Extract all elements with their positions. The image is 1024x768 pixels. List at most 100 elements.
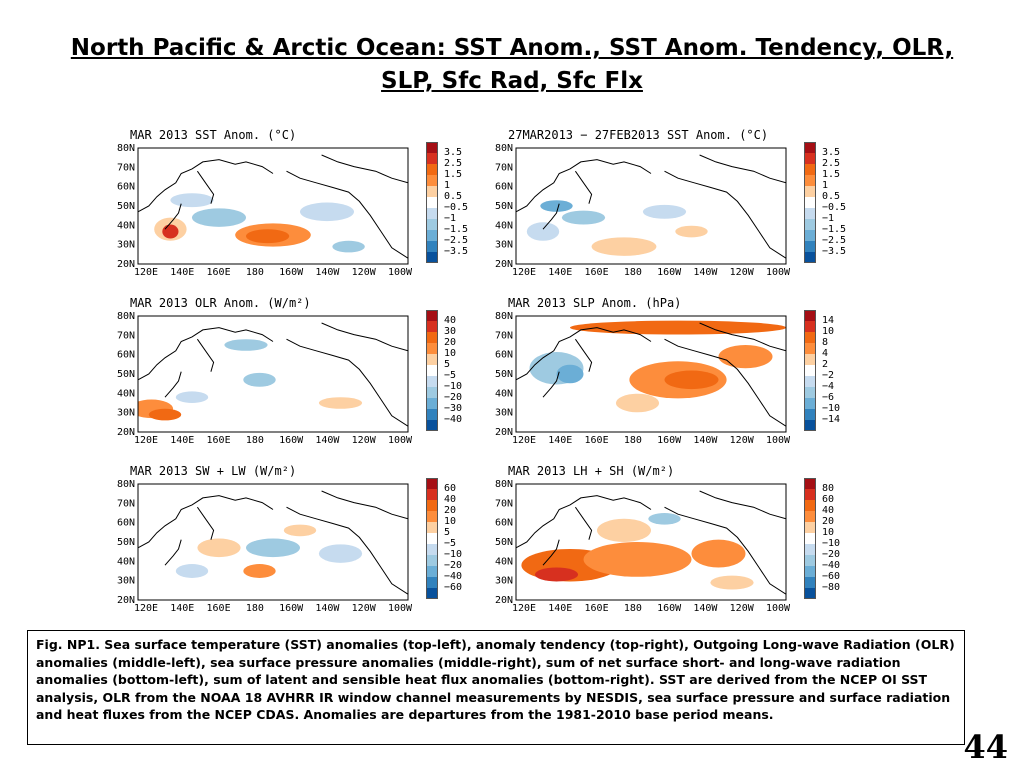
latitude-label: 70N: [117, 330, 135, 341]
longitude-label: 120E: [512, 267, 536, 278]
latitude-label: 20N: [495, 259, 513, 270]
longitude-label: 160W: [279, 267, 304, 278]
colorbar-label: 1: [822, 180, 829, 191]
longitude-label: 100W: [388, 603, 413, 614]
latitude-label: 30N: [117, 240, 135, 251]
longitude-label: 160W: [657, 603, 682, 614]
longitude-label: 140W: [315, 603, 340, 614]
colorbar-label: −1.5: [822, 224, 847, 235]
latitude-label: 60N: [495, 518, 513, 529]
colorbar-outline: [426, 478, 438, 599]
anomaly-shading: [615, 393, 660, 413]
anomaly-shading: [675, 225, 708, 238]
colorbar-label: 40: [444, 315, 457, 326]
longitude-label: 140W: [693, 267, 718, 278]
colorbar-swatch: [804, 332, 816, 343]
colorbar-swatch: [804, 208, 816, 219]
colorbar-label: −60: [444, 582, 463, 593]
colorbar-swatch: [426, 533, 438, 544]
panel-title: MAR 2013 SST Anom. (°C): [130, 128, 297, 142]
map-frame: [137, 483, 409, 601]
colorbar-label: 1.5: [822, 169, 841, 180]
coastline: [542, 203, 560, 230]
longitude-label: 180: [624, 267, 642, 278]
coastline: [164, 371, 182, 398]
colorbar-label: −10: [822, 538, 841, 549]
colorbar-label: 60: [822, 494, 835, 505]
latitude-label: 20N: [117, 595, 135, 606]
colorbar-label: −80: [822, 582, 841, 593]
anomaly-shading: [691, 539, 746, 568]
colorbar-label: −1.5: [444, 224, 469, 235]
colorbar-swatch: [426, 420, 438, 431]
colorbar-label: 1: [444, 180, 451, 191]
colorbar-label: 10: [822, 326, 835, 337]
anomaly-shading: [246, 538, 300, 558]
colorbar-swatch: [804, 241, 816, 252]
colorbar-swatch: [804, 321, 816, 332]
anomaly-shading: [583, 542, 692, 577]
map-panel-lh-sh: MAR 2013 LH + SH (W/m²) 80N 70N 60N 50N 40N 30…: [486, 464, 840, 616]
panel-title: MAR 2013 LH + SH (W/m²): [508, 464, 675, 478]
anomaly-shading: [197, 538, 241, 558]
colorbar-label: −0.5: [444, 202, 469, 213]
colorbar-swatch: [804, 577, 816, 588]
colorbar-swatch: [804, 230, 816, 241]
colorbar-swatch: [804, 566, 816, 577]
latitude-label: 80N: [117, 311, 135, 322]
latitude-label: 70N: [495, 330, 513, 341]
colorbar-swatch: [804, 387, 816, 398]
coastline: [574, 506, 593, 540]
longitude-label: 120W: [730, 435, 755, 446]
map-panel-olr-anom: MAR 2013 OLR Anom. (W/m²) 80N 70N 60N 50N 40N…: [108, 296, 462, 448]
coastline: [286, 170, 408, 259]
map-frame: [515, 483, 787, 601]
colorbar-swatch: [426, 577, 438, 588]
coastline: [664, 338, 786, 427]
coastline: [196, 170, 215, 204]
colorbar-swatch: [426, 230, 438, 241]
coastline: [664, 506, 786, 595]
longitude-label: 120W: [352, 435, 377, 446]
colorbar-label: −20: [444, 392, 463, 403]
coastline: [138, 159, 274, 213]
colorbar-label: 20: [444, 505, 457, 516]
map-frame: [515, 315, 787, 433]
colorbar-swatch: [804, 409, 816, 420]
anomaly-shading: [162, 224, 179, 239]
latitude-label: 50N: [117, 201, 135, 212]
colorbar-label: 80: [822, 483, 835, 494]
longitude-label: 100W: [388, 267, 413, 278]
coastline: [699, 490, 786, 520]
colorbar-label: −20: [822, 549, 841, 560]
latitude-label: 80N: [117, 143, 135, 154]
longitude-label: 100W: [766, 267, 791, 278]
latitude-label: 30N: [495, 576, 513, 587]
colorbar-swatch: [426, 252, 438, 263]
longitude-label: 100W: [766, 435, 791, 446]
colorbar-outline: [804, 142, 816, 263]
map-panel-sst-tendency: 27MAR2013 − 27FEB2013 SST Anom. (°C) 80N 7…: [486, 128, 846, 280]
latitude-label: 50N: [495, 201, 513, 212]
colorbar-outline: [804, 310, 816, 431]
latitude-label: 30N: [117, 408, 135, 419]
colorbar-label: −10: [444, 381, 463, 392]
colorbar-label: −1: [822, 213, 835, 224]
coastline: [138, 327, 274, 381]
longitude-label: 120W: [352, 267, 377, 278]
latitude-label: 80N: [495, 143, 513, 154]
longitude-label: 160E: [585, 435, 609, 446]
longitude-label: 160E: [207, 435, 231, 446]
colorbar-swatch: [804, 142, 816, 153]
longitude-label: 120E: [134, 603, 158, 614]
latitude-label: 60N: [495, 182, 513, 193]
colorbar-label: 10: [444, 348, 457, 359]
colorbar-label: 40: [822, 505, 835, 516]
colorbar-swatch: [426, 321, 438, 332]
figure-caption: Fig. NP1. Sea surface temperature (SST) …: [27, 630, 965, 745]
colorbar-swatch: [426, 566, 438, 577]
longitude-label: 180: [246, 267, 264, 278]
anomaly-shading: [175, 564, 209, 578]
